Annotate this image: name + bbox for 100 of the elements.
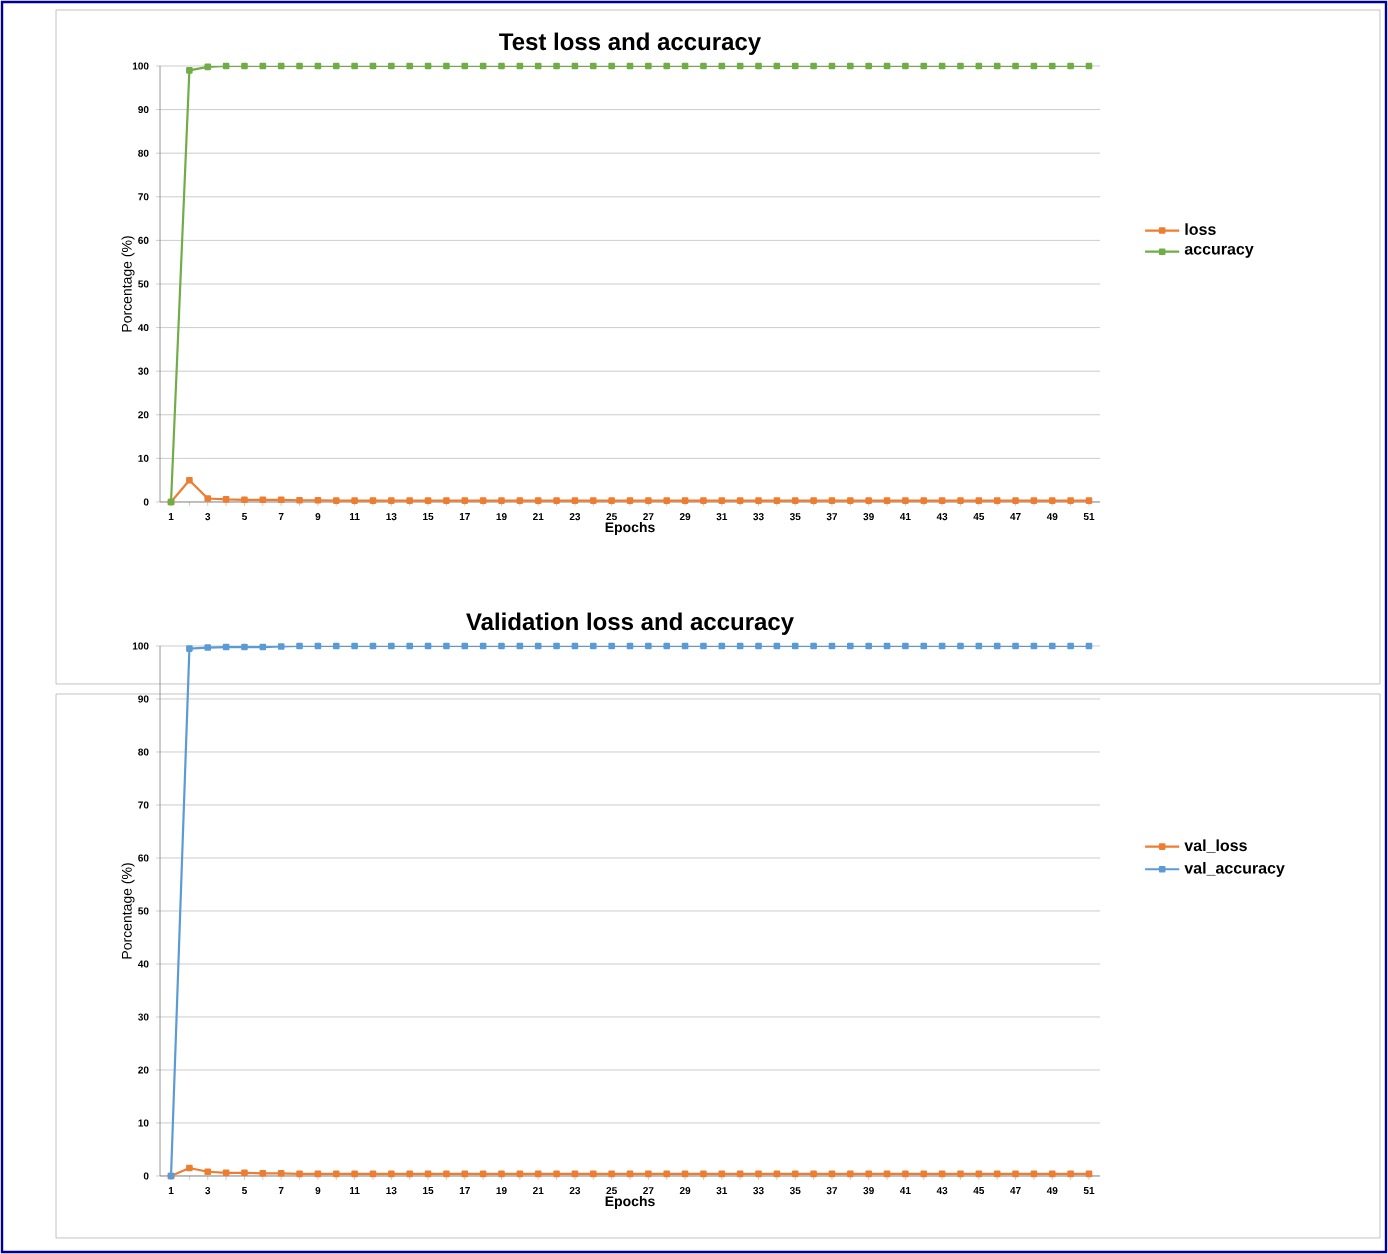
point: [902, 642, 909, 650]
point: [608, 62, 615, 70]
point: [938, 642, 946, 650]
point: [424, 62, 432, 70]
point: [957, 1170, 964, 1178]
point: [443, 497, 450, 504]
point: [222, 1169, 230, 1177]
point: [314, 496, 322, 504]
point: [277, 1170, 285, 1177]
point: [222, 62, 230, 70]
point: [369, 62, 377, 70]
point: [222, 496, 230, 503]
point: [865, 62, 872, 70]
legend-label: val_loss: [1184, 839, 1247, 853]
point: [534, 497, 542, 504]
point: [920, 62, 928, 70]
point: [1085, 642, 1093, 650]
point: [736, 642, 744, 650]
point: [755, 642, 762, 650]
point: [1012, 642, 1019, 650]
point: [388, 1170, 395, 1178]
point: [332, 1170, 340, 1178]
point: [847, 62, 854, 70]
point: [1048, 1170, 1056, 1178]
point: [773, 642, 781, 650]
point: [1067, 62, 1074, 70]
point: [993, 1170, 1001, 1178]
point: [1048, 642, 1056, 650]
point: [277, 62, 285, 70]
point: [498, 497, 505, 504]
point: [626, 497, 634, 504]
point: [755, 497, 762, 504]
point: [388, 642, 395, 650]
point: [406, 497, 413, 504]
point: [1067, 1170, 1074, 1178]
point: [241, 496, 248, 504]
point: [902, 497, 909, 504]
point: [810, 62, 817, 70]
point: [645, 62, 652, 70]
point: [406, 62, 413, 70]
point: [700, 642, 707, 650]
chart-title: Validation loss and accuracy: [466, 612, 794, 635]
point: [332, 497, 340, 504]
point: [663, 1170, 671, 1178]
point: [957, 62, 964, 70]
point: [314, 62, 322, 70]
point: [1012, 1170, 1019, 1178]
point: [645, 497, 652, 504]
point: [957, 642, 964, 650]
point: [920, 642, 928, 650]
point: [332, 62, 340, 70]
point: [791, 497, 799, 504]
point: [847, 1170, 854, 1178]
point: [351, 497, 358, 504]
point: [1030, 1170, 1038, 1178]
point: [938, 62, 946, 70]
point: [847, 642, 854, 650]
point: [222, 643, 230, 651]
point: [259, 496, 267, 504]
point: [443, 62, 450, 70]
point: [975, 62, 983, 70]
point: [406, 642, 413, 650]
point: [259, 62, 267, 70]
point: [314, 1170, 322, 1178]
point: [681, 642, 689, 650]
point: [296, 62, 303, 70]
point: [369, 642, 377, 650]
point: [700, 62, 707, 70]
point: [700, 497, 707, 504]
point: [791, 62, 799, 70]
legend-label: val_accuracy: [1184, 861, 1285, 877]
point: [186, 476, 193, 484]
point: [626, 642, 634, 650]
point: [1048, 62, 1056, 70]
point: [204, 1168, 212, 1176]
point: [993, 62, 1001, 70]
point: [332, 642, 340, 650]
point: [902, 1170, 909, 1178]
point: [865, 1170, 872, 1178]
point: [369, 497, 377, 504]
point: [259, 643, 267, 651]
point: [277, 643, 285, 650]
point: [553, 497, 560, 504]
point: [479, 642, 487, 650]
point: [883, 1170, 891, 1178]
point: [498, 1170, 505, 1178]
point: [571, 62, 579, 70]
point: [424, 1170, 432, 1178]
point: [902, 62, 909, 70]
point: [663, 62, 671, 70]
point: [938, 497, 946, 504]
point: [516, 1170, 524, 1178]
point: [589, 497, 597, 504]
point: [314, 642, 322, 650]
point: [1030, 497, 1038, 504]
point: [645, 642, 652, 650]
point: [443, 1170, 450, 1178]
point: [847, 497, 854, 504]
point: [773, 497, 781, 504]
point: [1030, 642, 1038, 650]
